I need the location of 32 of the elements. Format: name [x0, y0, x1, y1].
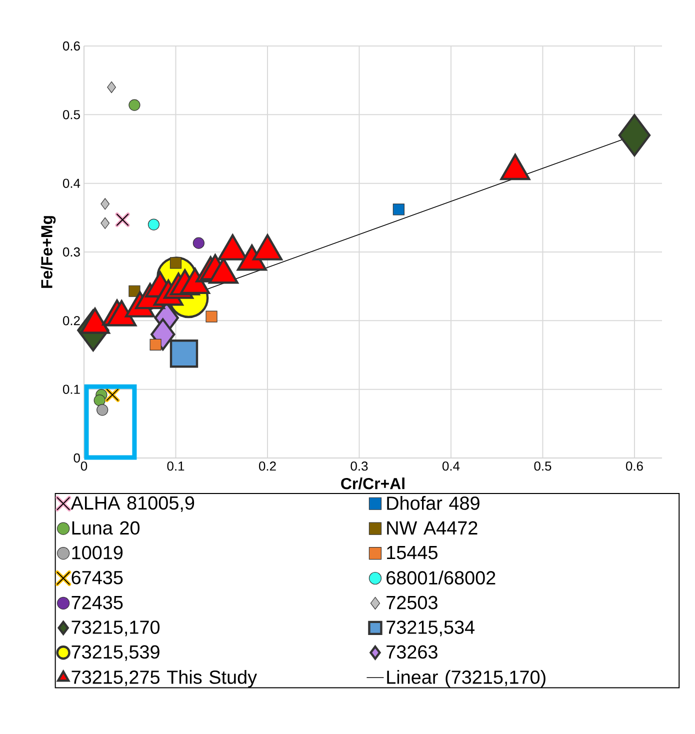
legend-label: 10019: [72, 546, 123, 560]
x-tick-label: 0.6: [626, 462, 643, 471]
y-tick-label: 0.4: [62, 178, 80, 188]
legend-label: 72503: [386, 596, 438, 610]
x-tick-label: 0.3: [350, 462, 368, 471]
legend-label: 73215,275 This Study: [72, 670, 257, 688]
y-tick-label: 0.1: [62, 384, 80, 394]
legend-label: 73215,534: [386, 620, 475, 636]
legend-label: Luna 20: [72, 521, 140, 535]
x-tick-label: 0.1: [167, 462, 184, 471]
legend-label: 73263: [386, 645, 438, 659]
y-axis-title: Fe/Fe+Mg: [40, 216, 56, 288]
legend-label: 67435: [72, 570, 123, 584]
x-axis-title: Cr/Cr+Al: [341, 478, 404, 490]
legend-label: Dhofar 489: [387, 496, 480, 510]
legend-label: ALHA 81005,9: [70, 496, 194, 512]
x-tick-label: 0: [80, 462, 88, 471]
x-tick-label: 0.4: [442, 462, 460, 471]
legend-label: 73215,170: [72, 620, 160, 636]
legend-label: Linear (73215,170): [387, 670, 546, 688]
y-tick-label: 0.6: [62, 41, 80, 51]
legend-label: 73215,539: [72, 645, 160, 661]
y-tick-label: 0: [74, 453, 80, 463]
legend-label: 15445: [387, 546, 438, 560]
x-tick-label: 0.5: [534, 462, 552, 471]
legend-label: NW A4472: [387, 521, 478, 534]
legend-label: 72435: [72, 596, 123, 610]
legend-label: 68001/68002: [386, 570, 496, 585]
y-tick-label: 0.3: [62, 247, 80, 257]
y-tick-label: 0.2: [62, 316, 80, 326]
y-tick-label: 0.5: [62, 110, 80, 120]
x-tick-label: 0.2: [258, 462, 276, 471]
